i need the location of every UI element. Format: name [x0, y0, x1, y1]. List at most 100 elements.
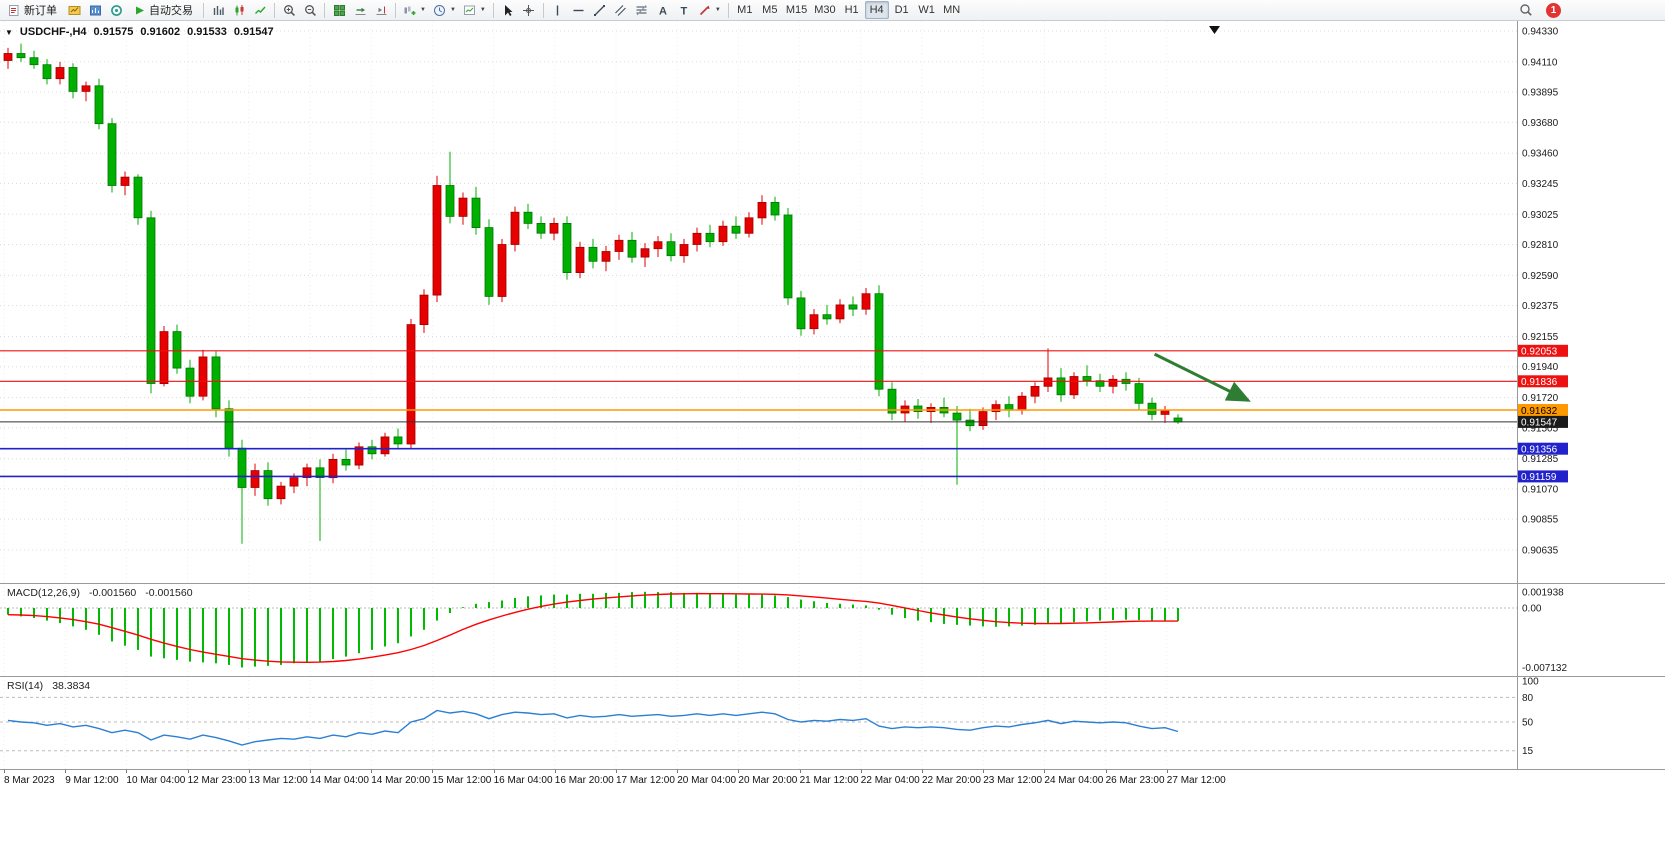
zoom-in-button[interactable] [279, 1, 299, 19]
timeframe-h1-button[interactable]: H1 [840, 1, 864, 19]
symbol-collapse-icon[interactable]: ▼ [5, 27, 13, 37]
periods-clock-icon [433, 4, 445, 16]
time-axis-label: 15 Mar 12:00 [432, 775, 492, 786]
candlestick-chart-button[interactable] [229, 1, 249, 19]
macd-name: MACD(12,26,9) [7, 587, 80, 599]
macd-histogram [7, 591, 1179, 668]
templates-button[interactable]: ▼ [460, 1, 489, 19]
time-tick [738, 770, 740, 773]
svg-text:0.91356: 0.91356 [1521, 445, 1558, 456]
time-tick [248, 770, 250, 773]
market-watch-button[interactable] [85, 1, 105, 19]
time-tick [1044, 770, 1046, 773]
toolbar-separator [395, 2, 396, 18]
rsi-canvas[interactable]: 100 80 50 15 [0, 676, 1665, 770]
time-axis-label: 8 Mar 2023 [4, 775, 55, 786]
timeframe-mn-button[interactable]: MN [940, 1, 964, 19]
macd-indicator-panel[interactable]: 0.001938 0.00 -0.007132 [0, 583, 1665, 681]
macd-canvas[interactable]: 0.001938 0.00 -0.007132 [0, 583, 1665, 676]
chart-window[interactable]: 0.94330 0.94110 0.93895 0.93680 0.93460 0.932… [0, 21, 1665, 841]
templates-icon [463, 5, 475, 15]
toolbar-separator [492, 2, 494, 18]
toolbar-separator [542, 2, 544, 18]
dropdown-arrow-icon: ▼ [420, 7, 426, 13]
line-chart-button[interactable] [250, 1, 270, 19]
zoom-out-button[interactable] [300, 1, 320, 19]
tile-windows-button[interactable] [329, 1, 349, 19]
timeframe-d1-button[interactable]: D1 [890, 1, 914, 19]
new-chart-button[interactable]: ▼ [400, 1, 429, 19]
price-tick-label: 0.93680 [1522, 118, 1559, 129]
line-chart-icon [254, 6, 266, 14]
new-order-button[interactable]: 新订单 [2, 1, 63, 19]
time-tick [432, 770, 434, 773]
timeframe-w1-button[interactable]: W1 [915, 1, 939, 19]
time-tick [554, 770, 556, 773]
price-tick-label: 0.93895 [1522, 88, 1559, 99]
navigator-button[interactable] [106, 1, 126, 19]
timeframe-m15-button[interactable]: M15 [783, 1, 810, 19]
rsi-axis-label: 15 [1522, 746, 1534, 757]
search-icon [1520, 4, 1532, 16]
text-button[interactable]: A [653, 1, 673, 19]
svg-text:0.91159: 0.91159 [1521, 472, 1557, 483]
axis-price-tag: 0.92053 [1518, 344, 1568, 358]
text-label-button[interactable]: T [674, 1, 694, 19]
bar-chart-icon [213, 5, 224, 15]
rsi-axis-label: 80 [1522, 693, 1534, 704]
axis-price-tag: 0.91547 [1518, 415, 1568, 429]
time-axis[interactable]: 8 Mar 2023 9 Mar 12:00 10 Mar 04:00 12 Mar … [0, 770, 1665, 798]
time-axis-label: 24 Mar 04:00 [1044, 775, 1104, 786]
macd-value-2: -0.001560 [145, 587, 193, 599]
periods-button[interactable]: ▼ [430, 1, 459, 19]
auto-scroll-button[interactable] [350, 1, 370, 19]
main-chart-canvas[interactable]: 0.94330 0.94110 0.93895 0.93680 0.93460 0.932… [0, 21, 1665, 583]
time-tick [1166, 770, 1168, 773]
cursor-button[interactable] [498, 1, 518, 19]
fibonacci-button[interactable] [632, 1, 652, 19]
rsi-axis-label: 50 [1522, 718, 1534, 729]
timeframe-m30-button[interactable]: M30 [811, 1, 838, 19]
rsi-indicator-panel[interactable]: 100 80 50 15 [0, 676, 1665, 775]
rsi-label: RSI(14) 38.3834 [7, 680, 90, 692]
vertical-line-button[interactable] [548, 1, 568, 19]
equidistant-channel-button[interactable] [611, 1, 631, 19]
timeframe-m1-button[interactable]: M1 [733, 1, 757, 19]
svg-text:0.91547: 0.91547 [1521, 418, 1558, 429]
trend-arrow-annotation[interactable] [1153, 352, 1251, 402]
dropdown-arrow-icon: ▼ [714, 7, 721, 13]
charts-panel-button[interactable] [64, 1, 84, 19]
chart-menu-dropdown-icon[interactable] [1209, 26, 1220, 34]
time-tick [922, 770, 923, 773]
time-axis-label: 9 Mar 12:00 [65, 775, 119, 786]
auto-scroll-icon [355, 7, 365, 15]
crosshair-button[interactable] [519, 1, 539, 19]
svg-text:0.91836: 0.91836 [1521, 377, 1558, 388]
price-tick-label: 0.90635 [1522, 546, 1559, 557]
main-chart-panel[interactable]: 0.94330 0.94110 0.93895 0.93680 0.93460 0.932… [0, 21, 1665, 588]
timeframe-m5-button[interactable]: M5 [758, 1, 782, 19]
svg-text:0.92053: 0.92053 [1521, 347, 1558, 358]
time-axis-label: 14 Mar 20:00 [371, 775, 431, 786]
arrows-tool-button[interactable]: ▼ [695, 1, 724, 19]
svg-text:0.91632: 0.91632 [1521, 406, 1558, 417]
price-tick-label: 0.91070 [1522, 484, 1559, 495]
new-chart-icon [404, 6, 416, 15]
price-tick-label: 0.92590 [1522, 271, 1559, 282]
dropdown-arrow-icon: ▼ [449, 7, 456, 13]
axis-price-tag: 0.91159 [1518, 470, 1568, 483]
autotrading-button[interactable]: 自动交易 [127, 1, 199, 19]
bar-chart-button[interactable] [208, 1, 228, 19]
text-icon: A [659, 5, 667, 17]
trendline-button[interactable] [590, 1, 610, 19]
crosshair-icon [523, 4, 535, 16]
time-axis-label: 23 Mar 12:00 [983, 775, 1043, 786]
notification-badge[interactable]: 1 [1546, 2, 1561, 18]
price-tick-label: 0.93025 [1522, 210, 1559, 221]
timeframe-h4-button[interactable]: H4 [864, 1, 889, 19]
search-button[interactable] [1516, 1, 1536, 19]
chart-shift-button[interactable] [371, 1, 391, 19]
horizontal-line-button[interactable] [569, 1, 589, 19]
market-watch-icon [89, 5, 101, 15]
time-tick [4, 770, 5, 773]
